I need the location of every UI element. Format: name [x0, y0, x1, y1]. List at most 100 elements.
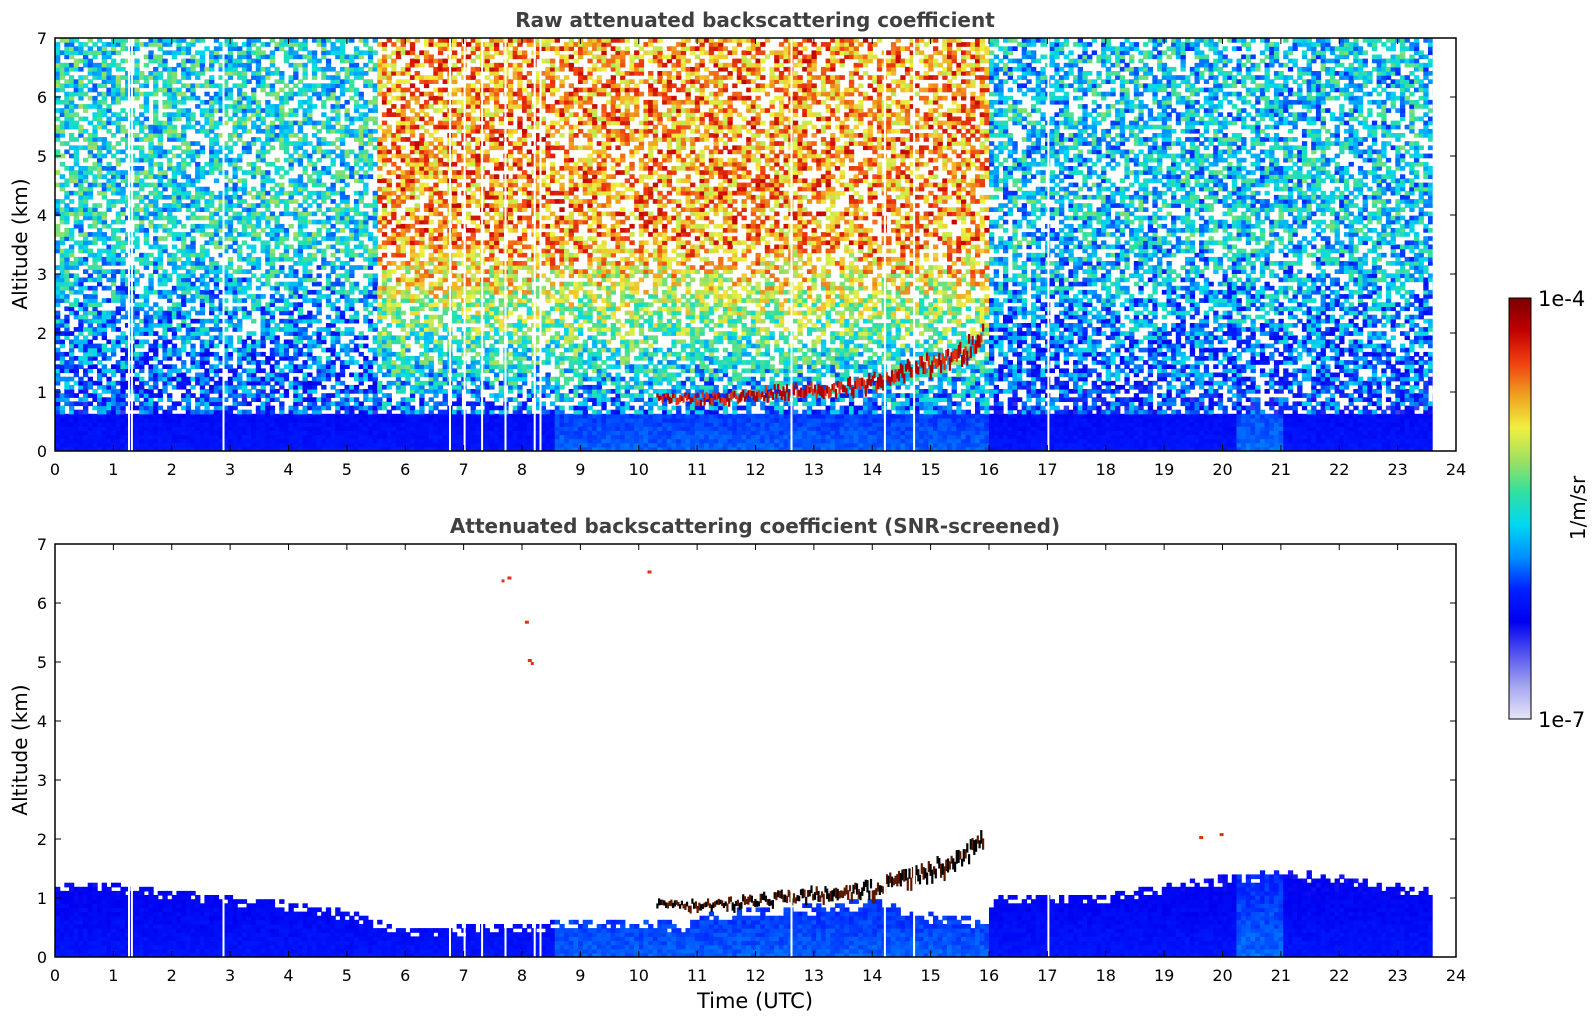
- raw-heat-cell: [349, 430, 355, 436]
- raw-heat-cell: [293, 236, 299, 241]
- raw-heat-cell: [143, 137, 149, 142]
- raw-heat-cell: [213, 364, 220, 369]
- raw-heat-cell: [358, 112, 364, 117]
- raw-heat-cell: [125, 314, 131, 320]
- raw-heat-cell: [251, 368, 257, 374]
- raw-heat-cell: [255, 46, 262, 51]
- raw-heat-cell: [232, 376, 238, 382]
- raw-heat-cell: [405, 211, 411, 217]
- raw-heat-cell: [157, 335, 163, 341]
- raw-heat-cell: [227, 310, 234, 316]
- raw-heat-cell: [148, 145, 154, 151]
- raw-heat-cell: [223, 438, 229, 444]
- raw-heat-cell: [255, 75, 262, 80]
- raw-heat-cell: [339, 343, 346, 349]
- raw-heat-cell: [297, 397, 304, 402]
- raw-heat-cell: [204, 91, 210, 97]
- raw-heat-cell: [120, 294, 126, 299]
- raw-heat-cell: [274, 376, 280, 382]
- raw-heat-cell: [297, 128, 304, 134]
- raw-heat-cell: [353, 360, 360, 365]
- raw-heat-cell: [246, 314, 252, 320]
- raw-heat-cell: [237, 285, 243, 291]
- raw-heat-cell: [185, 75, 192, 80]
- raw-heat-cell: [134, 372, 140, 378]
- raw-heat-cell: [288, 133, 294, 138]
- raw-heat-cell: [232, 190, 238, 196]
- raw-heat-cell: [405, 294, 411, 299]
- raw-heat-cell: [283, 438, 290, 444]
- raw-heat-cell: [125, 418, 131, 423]
- raw-heat-cell: [143, 438, 149, 444]
- raw-heat-cell: [218, 133, 224, 138]
- raw-heat-cell: [325, 261, 332, 266]
- raw-heat-cell: [64, 182, 70, 188]
- raw-heat-cell: [395, 236, 402, 241]
- raw-heat-cell: [377, 261, 383, 266]
- raw-heat-cell: [143, 91, 149, 97]
- raw-heat-cell: [162, 277, 168, 283]
- raw-heat-cell: [157, 434, 163, 440]
- raw-heat-cell: [139, 91, 145, 97]
- raw-heat-cell: [199, 384, 206, 390]
- raw-heat-cell: [167, 294, 173, 299]
- raw-heat-cell: [218, 418, 224, 423]
- raw-heat-cell: [73, 335, 79, 341]
- raw-heat-cell: [283, 356, 290, 361]
- raw-heat-cell: [283, 339, 290, 345]
- raw-heat-cell: [363, 120, 369, 126]
- raw-heat-cell: [372, 116, 378, 122]
- raw-heat-cell: [171, 91, 178, 97]
- raw-heat-cell: [181, 46, 187, 51]
- raw-heat-cell: [372, 281, 378, 287]
- raw-heat-cell: [227, 426, 234, 431]
- raw-heat-cell: [241, 240, 248, 246]
- raw-heat-cell: [55, 99, 61, 105]
- raw-heat-cell: [269, 265, 276, 270]
- raw-heat-cell: [101, 71, 107, 76]
- raw-heat-cell: [125, 434, 131, 440]
- raw-heat-cell: [321, 91, 327, 97]
- raw-heat-cell: [167, 91, 173, 97]
- raw-heat-cell: [307, 219, 313, 225]
- raw-heat-cell: [367, 141, 374, 146]
- raw-heat-cell: [339, 285, 346, 291]
- raw-heat-cell: [120, 244, 126, 250]
- raw-heat-cell: [358, 219, 364, 225]
- raw-heat-cell: [83, 269, 89, 274]
- raw-heat-cell: [185, 339, 192, 345]
- raw-heat-cell: [316, 327, 322, 332]
- raw-heat-cell: [260, 318, 266, 324]
- raw-heat-cell: [64, 178, 70, 184]
- raw-heat-cell: [199, 228, 206, 233]
- raw-heat-cell: [176, 413, 182, 419]
- raw-heat-cell: [125, 339, 131, 345]
- raw-heat-cell: [55, 318, 61, 324]
- raw-heat-cell: [283, 244, 290, 250]
- raw-heat-cell: [111, 277, 117, 283]
- raw-heat-cell: [223, 232, 229, 237]
- raw-heat-cell: [363, 285, 369, 291]
- raw-heat-cell: [283, 83, 290, 89]
- raw-heat-cell: [255, 426, 262, 431]
- raw-heat-cell: [83, 372, 89, 378]
- raw-heat-cell: [143, 95, 149, 101]
- raw-heat-cell: [167, 215, 173, 221]
- raw-heat-cell: [176, 99, 182, 105]
- raw-heat-cell: [339, 124, 346, 130]
- raw-heat-cell: [171, 335, 178, 341]
- raw-heat-cell: [255, 112, 262, 117]
- raw-heat-cell: [391, 207, 397, 212]
- raw-heat-cell: [115, 285, 121, 291]
- raw-heat-cell: [367, 430, 374, 436]
- raw-heat-cell: [111, 236, 117, 241]
- raw-heat-cell: [185, 281, 192, 287]
- raw-heat-cell: [405, 380, 411, 386]
- raw-heat-cell: [78, 376, 84, 382]
- raw-heat-cell: [64, 99, 70, 105]
- raw-heat-cell: [55, 223, 61, 229]
- raw-heat-cell: [115, 434, 121, 440]
- raw-heat-cell: [377, 401, 383, 407]
- raw-heat-cell: [106, 430, 112, 436]
- raw-heat-cell: [120, 413, 126, 419]
